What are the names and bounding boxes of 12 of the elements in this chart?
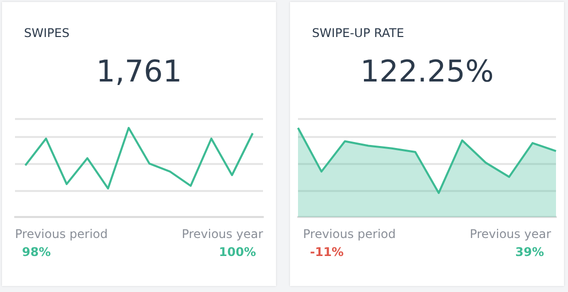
text: 39%	[515, 245, 544, 259]
chart-subtitle: 1,761	[96, 54, 182, 90]
chart-subtitle: 122.25%	[360, 54, 494, 90]
text: 100%	[218, 245, 256, 259]
text: Previous year	[470, 227, 552, 241]
text: Previous period	[15, 227, 108, 241]
text: Previous year	[182, 227, 264, 241]
text: -11%	[310, 245, 344, 259]
text: 98%	[22, 245, 51, 259]
chart-title: SWIPE-UP RATE	[312, 26, 404, 40]
chart-title: SWIPES	[24, 26, 70, 40]
text: Previous period	[303, 227, 396, 241]
